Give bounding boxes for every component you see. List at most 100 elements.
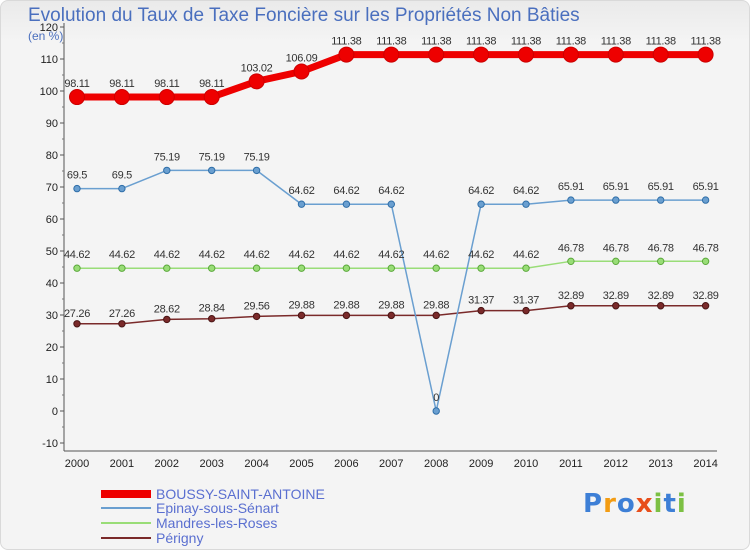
data-label: 44.62 <box>468 249 494 261</box>
data-point <box>248 73 265 90</box>
data-label: 28.84 <box>199 303 225 315</box>
y-tick-label: 120 <box>40 22 58 34</box>
data-point <box>387 311 395 320</box>
chart-title: Evolution du Taux de Taxe Foncière sur l… <box>28 5 580 26</box>
logo-letter: i <box>676 489 687 519</box>
data-point <box>607 46 624 63</box>
data-label: 29.88 <box>288 299 314 311</box>
y-tick-label: -10 <box>42 438 58 450</box>
data-point <box>252 166 261 175</box>
data-point <box>69 89 85 106</box>
data-label: 31.37 <box>468 295 494 307</box>
x-tick-label: 2001 <box>110 458 134 470</box>
data-label: 98.11 <box>109 78 134 90</box>
data-point <box>118 320 126 328</box>
x-tick-label: 2010 <box>514 458 538 470</box>
data-point <box>701 257 710 266</box>
data-label: 69.5 <box>67 170 87 182</box>
data-point <box>657 196 665 204</box>
logo-letter: P <box>583 489 604 519</box>
legend-swatch <box>101 522 151 524</box>
data-point <box>657 257 665 266</box>
legend-item: BOUSSY-SAINT-ANTOINE <box>101 486 325 502</box>
data-point <box>522 306 530 315</box>
data-point <box>522 264 530 272</box>
data-point <box>477 306 485 315</box>
data-point <box>473 46 490 63</box>
data-point <box>163 315 171 324</box>
data-point <box>477 264 485 272</box>
logo-letter: x <box>635 489 654 519</box>
data-point <box>652 46 669 63</box>
legend-item: Mandres-les-Roses <box>101 515 277 531</box>
data-point <box>342 200 351 208</box>
data-label: 103.02 <box>241 62 273 74</box>
legend-label: Epinay-sous-Sénart <box>156 500 279 516</box>
data-label: 32.89 <box>693 290 719 302</box>
data-label: 111.38 <box>511 36 541 48</box>
data-point <box>208 315 216 323</box>
data-label: 44.62 <box>199 249 225 261</box>
data-label: 65.91 <box>603 181 629 193</box>
data-label: 46.78 <box>558 242 584 254</box>
data-label: 111.38 <box>331 36 361 48</box>
data-label: 98.11 <box>64 78 89 90</box>
data-label: 98.11 <box>154 78 179 90</box>
y-tick-label: 90 <box>46 118 58 130</box>
data-point <box>118 264 126 272</box>
data-label: 44.62 <box>109 249 135 261</box>
data-label: 44.62 <box>244 249 270 261</box>
data-label: 44.62 <box>64 249 90 261</box>
data-label: 32.89 <box>603 290 629 302</box>
data-point <box>701 196 710 204</box>
data-label: 111.38 <box>421 36 451 48</box>
x-tick-label: 2014 <box>693 458 717 470</box>
data-label: 32.89 <box>558 290 584 302</box>
data-point <box>612 302 620 310</box>
y-tick-label: 70 <box>46 182 58 194</box>
y-tick-label: 10 <box>46 374 58 386</box>
data-label: 29.88 <box>378 299 404 311</box>
legend-item: Epinay-sous-Sénart <box>101 500 279 516</box>
data-point <box>297 264 306 272</box>
x-tick-label: 2003 <box>199 458 223 470</box>
legend-item: Périgny <box>101 530 204 546</box>
data-label: 64.62 <box>288 185 314 197</box>
data-label: 28.62 <box>154 303 180 315</box>
logo-letter: o <box>616 489 636 519</box>
legend-label: Périgny <box>156 530 204 546</box>
data-label: 111.38 <box>690 36 720 48</box>
data-label: 44.62 <box>513 249 539 261</box>
y-tick-label: 50 <box>46 246 58 258</box>
logo-letter: t <box>663 489 677 519</box>
logo-letter: r <box>603 489 617 519</box>
legend-label: BOUSSY-SAINT-ANTOINE <box>156 486 325 502</box>
data-point <box>118 184 126 193</box>
data-point <box>113 89 130 106</box>
data-point <box>518 46 534 63</box>
y-tick-label: 110 <box>40 54 58 66</box>
legend-swatch <box>101 537 151 539</box>
data-point <box>252 312 261 321</box>
data-label: 111.38 <box>466 36 496 48</box>
data-label: 44.62 <box>378 249 404 261</box>
data-point <box>477 200 485 208</box>
y-tick-label: 100 <box>40 86 58 98</box>
data-label: 75.19 <box>199 151 225 163</box>
data-label: 31.37 <box>513 295 539 307</box>
y-tick-label: 20 <box>46 342 58 354</box>
data-label: 27.26 <box>109 308 135 320</box>
data-label: 75.19 <box>244 151 270 163</box>
data-label: 111.38 <box>556 36 586 48</box>
data-point <box>567 196 575 204</box>
x-tick-label: 2009 <box>469 458 493 470</box>
data-point <box>252 264 261 272</box>
data-label: 44.62 <box>333 249 359 261</box>
data-point <box>342 264 351 272</box>
data-label: 32.89 <box>648 290 674 302</box>
data-label: 64.62 <box>513 185 539 197</box>
data-point <box>567 257 575 266</box>
x-tick-label: 2007 <box>379 458 403 470</box>
x-tick-label: 2011 <box>559 458 583 470</box>
